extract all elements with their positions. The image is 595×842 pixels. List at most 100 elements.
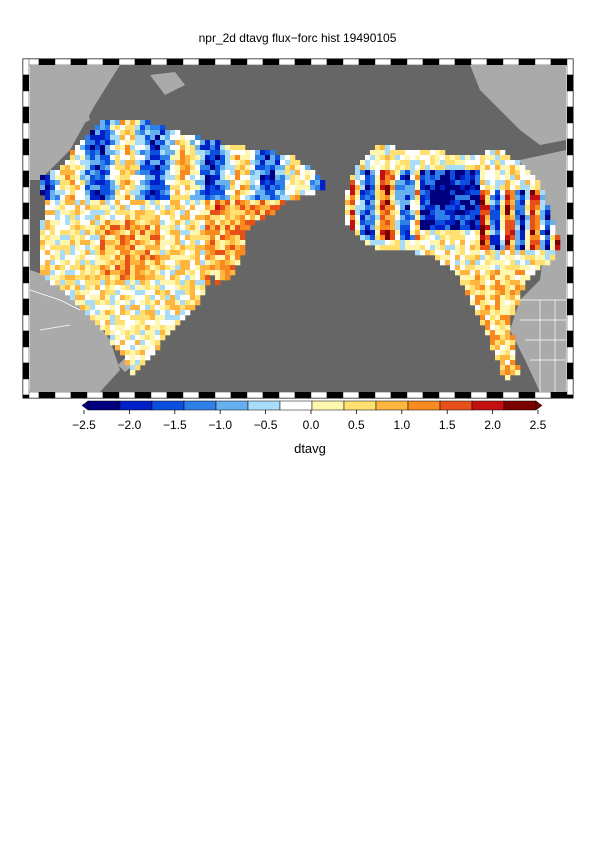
data-cell	[245, 225, 251, 231]
data-cell	[480, 165, 486, 171]
data-cell	[220, 230, 226, 236]
data-cell	[120, 180, 126, 186]
data-cell	[155, 265, 161, 271]
data-cell	[280, 155, 286, 161]
data-cell	[205, 210, 211, 216]
data-cell	[235, 185, 241, 191]
data-cell	[60, 275, 66, 281]
data-cell	[375, 240, 381, 246]
data-cell	[520, 285, 526, 291]
data-cell	[115, 295, 121, 301]
data-cell	[65, 190, 71, 196]
data-cell	[365, 175, 371, 181]
data-cell	[385, 160, 391, 166]
data-cell	[500, 270, 506, 276]
data-cell	[245, 210, 251, 216]
data-cell	[65, 200, 71, 206]
data-cell	[460, 200, 466, 206]
data-cell	[115, 195, 121, 201]
data-cell	[150, 165, 156, 171]
data-cell	[420, 185, 426, 191]
data-cell	[385, 190, 391, 196]
data-cell	[50, 190, 56, 196]
data-cell	[550, 240, 556, 246]
data-cell	[100, 205, 106, 211]
data-cell	[140, 330, 146, 336]
data-cell	[85, 155, 91, 161]
data-cell	[165, 280, 171, 286]
data-cell	[140, 155, 146, 161]
data-cell	[150, 290, 156, 296]
data-cell	[285, 165, 291, 171]
data-cell	[395, 220, 401, 226]
data-cell	[380, 170, 386, 176]
data-cell	[505, 290, 511, 296]
data-cell	[480, 250, 486, 256]
data-cell	[395, 200, 401, 206]
data-cell	[155, 140, 161, 146]
data-cell	[125, 305, 131, 311]
data-cell	[515, 215, 521, 221]
data-cell	[460, 180, 466, 186]
data-cell	[390, 185, 396, 191]
data-cell	[130, 250, 136, 256]
data-cell	[105, 215, 111, 221]
data-cell	[95, 230, 101, 236]
data-cell	[145, 335, 151, 341]
data-cell	[440, 250, 446, 256]
data-cell	[70, 215, 76, 221]
data-cell	[465, 215, 471, 221]
data-cell	[125, 240, 131, 246]
data-cell	[195, 290, 201, 296]
data-cell	[140, 235, 146, 241]
data-cell	[155, 340, 161, 346]
data-cell	[205, 250, 211, 256]
colorbar-right-arrow	[535, 400, 543, 411]
data-cell	[145, 150, 151, 156]
data-cell	[255, 190, 261, 196]
data-cell	[145, 190, 151, 196]
data-cell	[480, 230, 486, 236]
data-cell	[195, 260, 201, 266]
data-cell	[200, 255, 206, 261]
data-cell	[530, 190, 536, 196]
data-cell	[220, 145, 226, 151]
data-cell	[235, 215, 241, 221]
data-cell	[260, 150, 266, 156]
data-cell	[55, 235, 61, 241]
data-cell	[90, 155, 96, 161]
data-cell	[375, 145, 381, 151]
data-cell	[175, 280, 181, 286]
data-cell	[485, 160, 491, 166]
data-cell	[125, 190, 131, 196]
data-cell	[355, 165, 361, 171]
data-cell	[385, 245, 391, 251]
data-cell	[170, 180, 176, 186]
data-cell	[230, 170, 236, 176]
data-cell	[100, 300, 106, 306]
data-cell	[195, 180, 201, 186]
data-cell	[155, 275, 161, 281]
data-cell	[470, 205, 476, 211]
data-cell	[300, 175, 306, 181]
data-cell	[115, 135, 121, 141]
data-cell	[115, 255, 121, 261]
data-cell	[260, 180, 266, 186]
data-cell	[110, 285, 116, 291]
data-cell	[200, 235, 206, 241]
data-cell	[120, 145, 126, 151]
data-cell	[60, 205, 66, 211]
data-cell	[115, 185, 121, 191]
data-cell	[455, 225, 461, 231]
data-cell	[485, 175, 491, 181]
data-cell	[85, 240, 91, 246]
data-cell	[155, 175, 161, 181]
data-cell	[490, 320, 496, 326]
data-cell	[495, 245, 501, 251]
data-cell	[85, 185, 91, 191]
data-cell	[190, 235, 196, 241]
data-cell	[105, 310, 111, 316]
data-cell	[445, 185, 451, 191]
data-cell	[240, 250, 246, 256]
data-cell	[290, 185, 296, 191]
